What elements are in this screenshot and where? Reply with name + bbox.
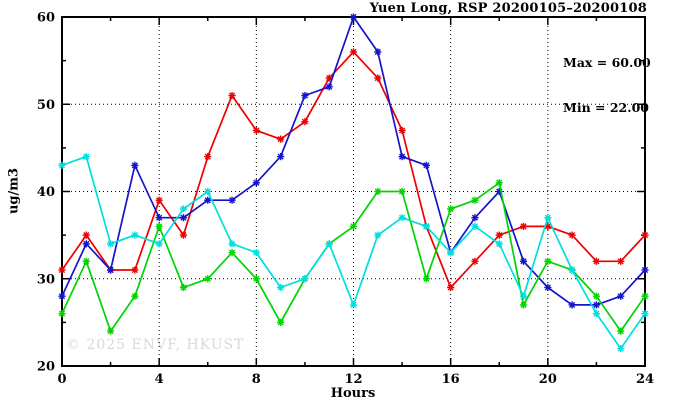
svg-text:24: 24: [636, 372, 654, 387]
svg-text:0: 0: [57, 372, 66, 387]
svg-text:8: 8: [252, 372, 261, 387]
svg-text:30: 30: [37, 272, 55, 287]
max-annotation: Max = 60.00: [563, 55, 651, 70]
svg-text:60: 60: [37, 11, 55, 26]
svg-text:20: 20: [37, 360, 55, 375]
svg-text:12: 12: [344, 372, 362, 387]
svg-text:16: 16: [442, 372, 460, 387]
watermark: © 2025 ENVF, HKUST: [66, 337, 245, 353]
svg-text:4: 4: [155, 372, 164, 387]
x-axis-label: Hours: [330, 386, 376, 401]
chart-title: Yuen Long, RSP 20200105–20200108: [369, 1, 647, 16]
svg-text:20: 20: [539, 372, 557, 387]
svg-text:50: 50: [37, 98, 55, 113]
svg-text:40: 40: [37, 185, 55, 200]
